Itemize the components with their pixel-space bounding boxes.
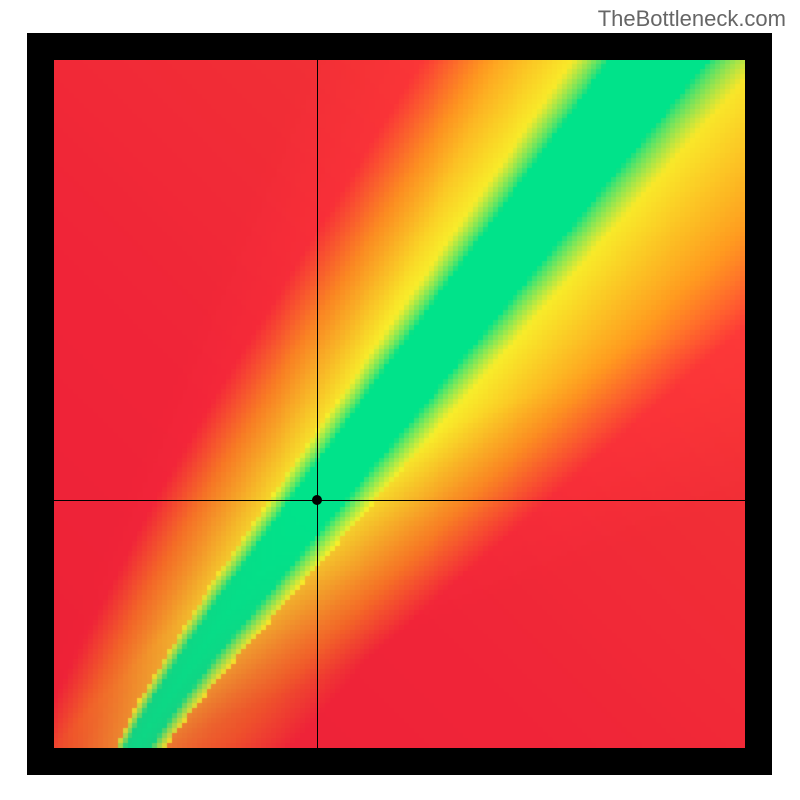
chart-container: TheBottleneck.com <box>0 0 800 800</box>
crosshair-horizontal <box>54 500 745 501</box>
heatmap-canvas <box>54 60 745 748</box>
plot-area <box>54 60 745 748</box>
watermark-text: TheBottleneck.com <box>598 6 786 32</box>
crosshair-vertical <box>317 60 318 748</box>
crosshair-marker <box>312 495 322 505</box>
plot-frame <box>27 33 772 775</box>
